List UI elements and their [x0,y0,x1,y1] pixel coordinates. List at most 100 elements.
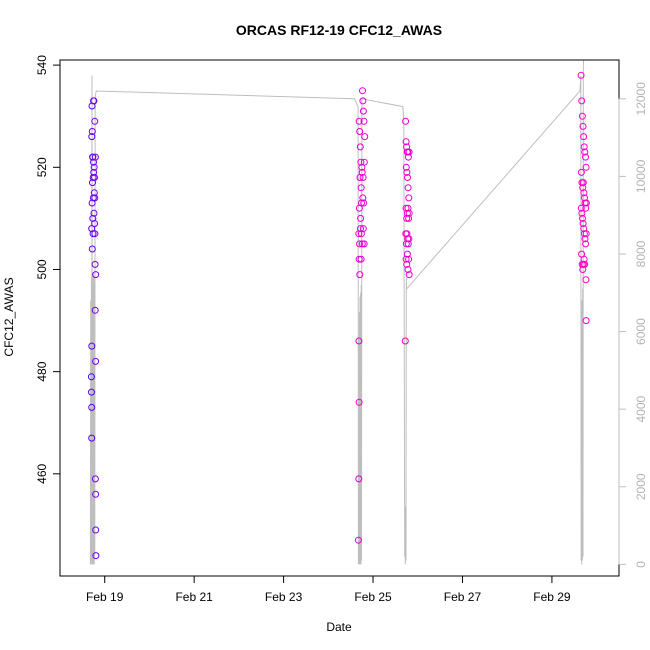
data-point [91,230,99,238]
data-point [88,342,96,350]
data-point [578,112,586,120]
data-point [403,250,411,258]
data-point [403,168,411,176]
data-point [359,87,366,95]
data-point [355,255,363,263]
data-point [358,168,366,176]
data-point [88,245,96,253]
data-point [88,225,96,233]
data-point [582,163,590,171]
data-point [91,475,99,483]
data-point [357,214,365,222]
data-point [405,209,413,217]
data-point [582,276,590,284]
data-point [359,225,367,233]
data-point [356,271,364,279]
data-point [355,117,363,125]
data-point [404,240,412,248]
y2-tick-label: 8000 [634,240,648,267]
data-point [578,97,586,105]
data-point [90,158,97,166]
data-point [355,337,363,345]
y2-tick-label: 6000 [634,318,648,345]
data-point [90,168,98,176]
data-point [402,163,410,171]
data-point [92,526,100,534]
data-point [88,388,95,396]
data-point [579,214,586,222]
series-line [89,59,585,565]
y2-tick-label: 4000 [634,396,648,423]
data-point [92,490,100,498]
x-tick-label: Feb 27 [444,590,482,604]
data-point [355,475,363,483]
y2-tick-label: 10000 [634,159,648,193]
data-point [577,168,585,176]
x-tick-label: Feb 29 [533,590,571,604]
data-point [91,260,99,268]
data-point [579,179,587,187]
y-axis-label: CFC12_AWAS [2,277,16,356]
data-point [91,220,99,227]
data-point [91,194,99,202]
data-point [582,240,590,248]
data-point [91,117,99,125]
data-point [405,214,413,222]
data-point [92,552,100,560]
data-point [405,235,413,243]
data-point [580,255,588,263]
data-point [578,209,586,217]
data-point [580,143,588,151]
data-point [404,184,412,192]
x-tick-label: Feb 23 [265,590,303,604]
data-point [404,266,412,273]
data-point [404,153,412,161]
data-point [582,153,589,161]
data-point [580,133,588,141]
data-point [580,189,588,197]
data-point [577,204,585,212]
data-point [92,357,100,365]
data-point [356,143,364,151]
x-axis-label: Date [326,620,352,634]
data-point [90,209,98,217]
data-point [581,260,589,268]
data-point [355,398,363,406]
data-point [91,306,99,314]
data-point [87,373,95,381]
data-point [405,148,413,156]
chart-title: ORCAS RF12-19 CFC12_AWAS [236,22,442,38]
data-point [579,184,587,192]
data-point [357,184,365,192]
data-point [404,204,412,212]
data-point [357,158,365,166]
y-tick-label: 500 [35,259,49,279]
data-point [360,199,368,207]
x-axis: Feb 19 Feb 21 Feb 23 Feb 25 Feb 27 Feb 29 [86,575,571,604]
data-point [360,158,368,166]
data-point [360,240,368,248]
plot-frame [59,59,620,577]
data-point [401,337,409,345]
data-point [359,97,367,105]
data-point [579,122,587,130]
data-point [577,71,585,79]
data-point [402,204,410,212]
data-point [354,536,362,544]
y-axis-right: 0 2000 4000 6000 8000 10000 12000 [618,82,648,568]
data-point [92,271,100,279]
data-point [90,189,98,197]
data-point [361,133,369,141]
data-point [405,271,413,279]
data-point [581,148,589,156]
data-point [405,194,413,202]
data-point [582,230,590,238]
y-axis-left: 460 480 500 520 540 [35,55,61,484]
data-point [90,97,98,105]
scatter-points-layer [87,71,590,560]
data-point [582,317,590,325]
data-point [88,128,96,135]
data-point [359,194,367,202]
data-point [404,174,411,181]
